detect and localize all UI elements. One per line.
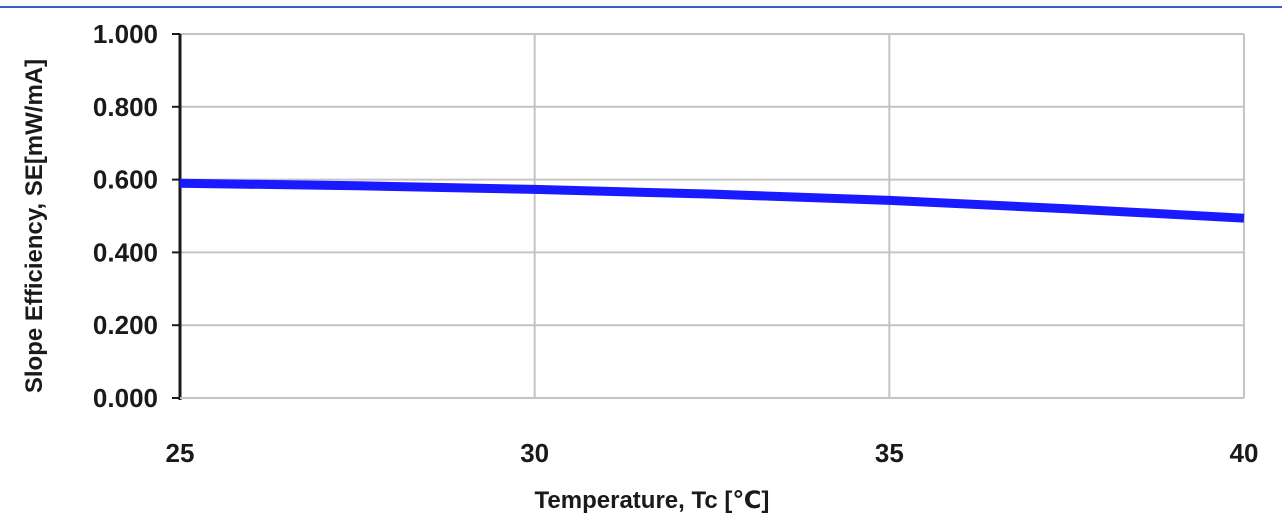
series-line: [179, 178, 1245, 223]
x-axis-label: Temperature, Tc [℃]: [535, 487, 770, 514]
y-tick-label: 0.400: [93, 237, 158, 267]
y-tick-labels: 1.000 0.800 0.600 0.400 0.200 0.000: [93, 19, 158, 413]
header-rule: [0, 0, 1282, 8]
axes: [172, 33, 1244, 400]
x-tick-label: 25: [166, 438, 195, 468]
x-tick-labels: 25 30 35 40: [166, 438, 1259, 468]
x-tick-label: 30: [520, 438, 549, 468]
y-tick-label: 0.000: [93, 383, 158, 413]
y-tick-label: 0.600: [93, 165, 158, 195]
grid-lines: [180, 33, 1245, 398]
x-tick-label: 40: [1230, 438, 1259, 468]
y-tick-label: 0.200: [93, 310, 158, 340]
series-layer: [179, 178, 1245, 223]
x-tick-label: 35: [875, 438, 904, 468]
y-tick-label: 1.000: [93, 19, 158, 49]
y-tick-label: 0.800: [93, 92, 158, 122]
y-axis-label: Slope Efficiency, SE[mW/mA]: [21, 59, 48, 393]
